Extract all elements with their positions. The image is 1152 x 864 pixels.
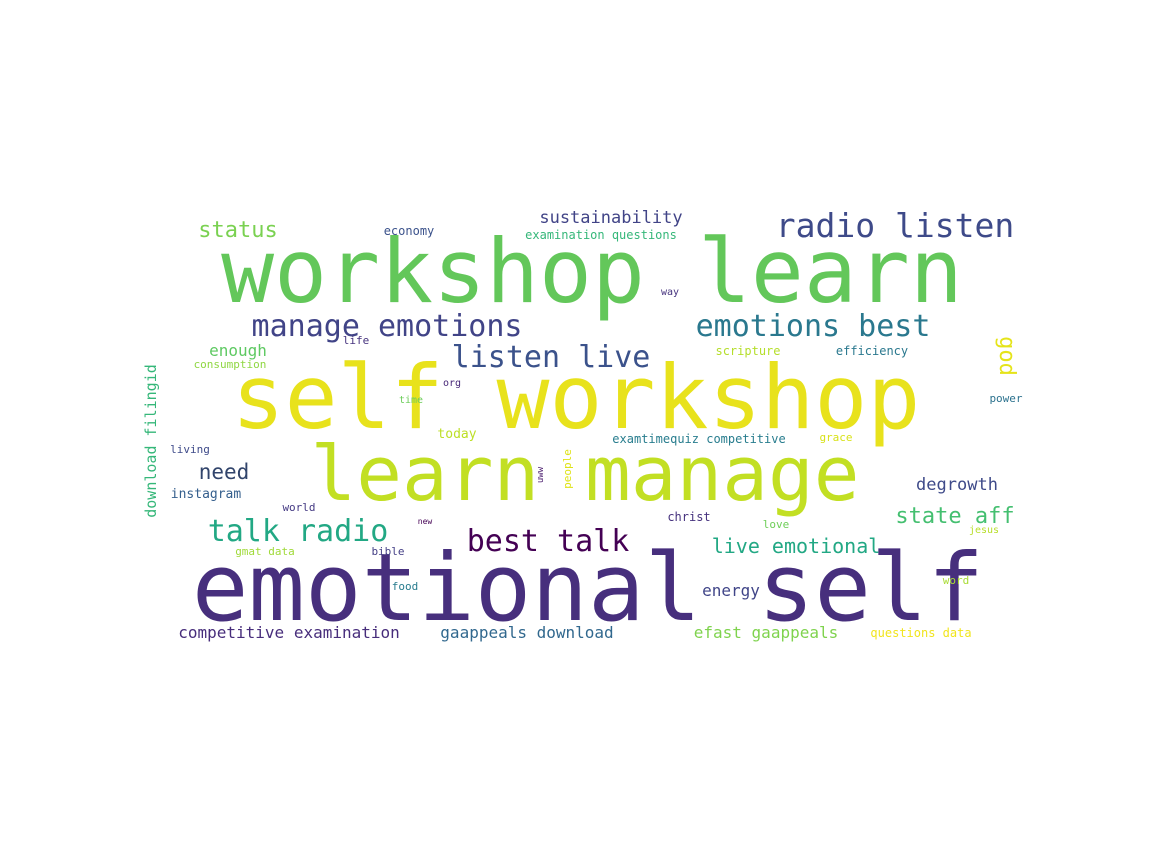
word-today: today — [437, 427, 476, 442]
word-world: world — [282, 501, 315, 514]
word-energy: energy — [702, 581, 760, 600]
word-christ: christ — [667, 510, 710, 524]
word-people: people — [561, 449, 574, 489]
word-food: food — [392, 580, 419, 593]
word-economy: economy — [384, 224, 435, 238]
word-emotions-best: emotions best — [696, 309, 931, 344]
word-uww: uww — [536, 466, 546, 483]
word-word: word — [943, 574, 970, 587]
word-grace: grace — [819, 431, 852, 444]
word-gmat-data: gmat data — [235, 545, 295, 558]
word-love: love — [763, 518, 790, 531]
word-listen-live: listen live — [452, 340, 651, 375]
word-org: org — [443, 378, 461, 389]
word-examination-questions: examination questions — [525, 228, 677, 242]
word-examtimequiz-competitive: examtimequiz competitive — [612, 432, 785, 446]
word-life: life — [343, 334, 370, 347]
word-consumption: consumption — [194, 358, 267, 371]
word-time: time — [399, 395, 423, 406]
word-questions-data: questions data — [870, 626, 971, 640]
word-manage-emotions: manage emotions — [252, 309, 523, 344]
word-gaappeals-download: gaappeals download — [440, 623, 613, 642]
word-best-talk: best talk — [467, 524, 630, 559]
word-efficiency: efficiency — [836, 344, 908, 358]
word-state-aff: state aff — [895, 504, 1014, 529]
word-emotional-self: emotional self — [192, 534, 984, 643]
word-competitive-examination: competitive examination — [178, 623, 400, 642]
word-new: new — [418, 517, 433, 526]
word-download-filingid: download filingid — [142, 364, 160, 518]
word-sustainability: sustainability — [539, 208, 682, 228]
word-jesus: jesus — [969, 525, 999, 536]
word-bible: bible — [371, 545, 404, 558]
word-degrowth: degrowth — [916, 475, 998, 495]
word-status: status — [198, 218, 277, 243]
word-way: way — [661, 287, 679, 298]
word-workshop-learn: workshop learn — [221, 220, 963, 323]
word-living: living — [170, 443, 210, 456]
word-efast-gaappeals: efast gaappeals — [694, 623, 839, 642]
word-scripture: scripture — [715, 344, 780, 358]
word-radio-listen: radio listen — [776, 206, 1014, 245]
word-self-workshop: self workshop — [232, 346, 921, 449]
word-learn-manage: learn manage — [310, 429, 859, 518]
word-enough: enough — [209, 341, 267, 360]
word-talk-radio: talk radio — [208, 514, 389, 549]
word-god: god — [994, 336, 1019, 376]
word-instagram: instagram — [171, 487, 242, 502]
word-power: power — [989, 392, 1022, 405]
word-need: need — [199, 460, 250, 484]
word-live-emotional: live emotional — [712, 534, 881, 558]
